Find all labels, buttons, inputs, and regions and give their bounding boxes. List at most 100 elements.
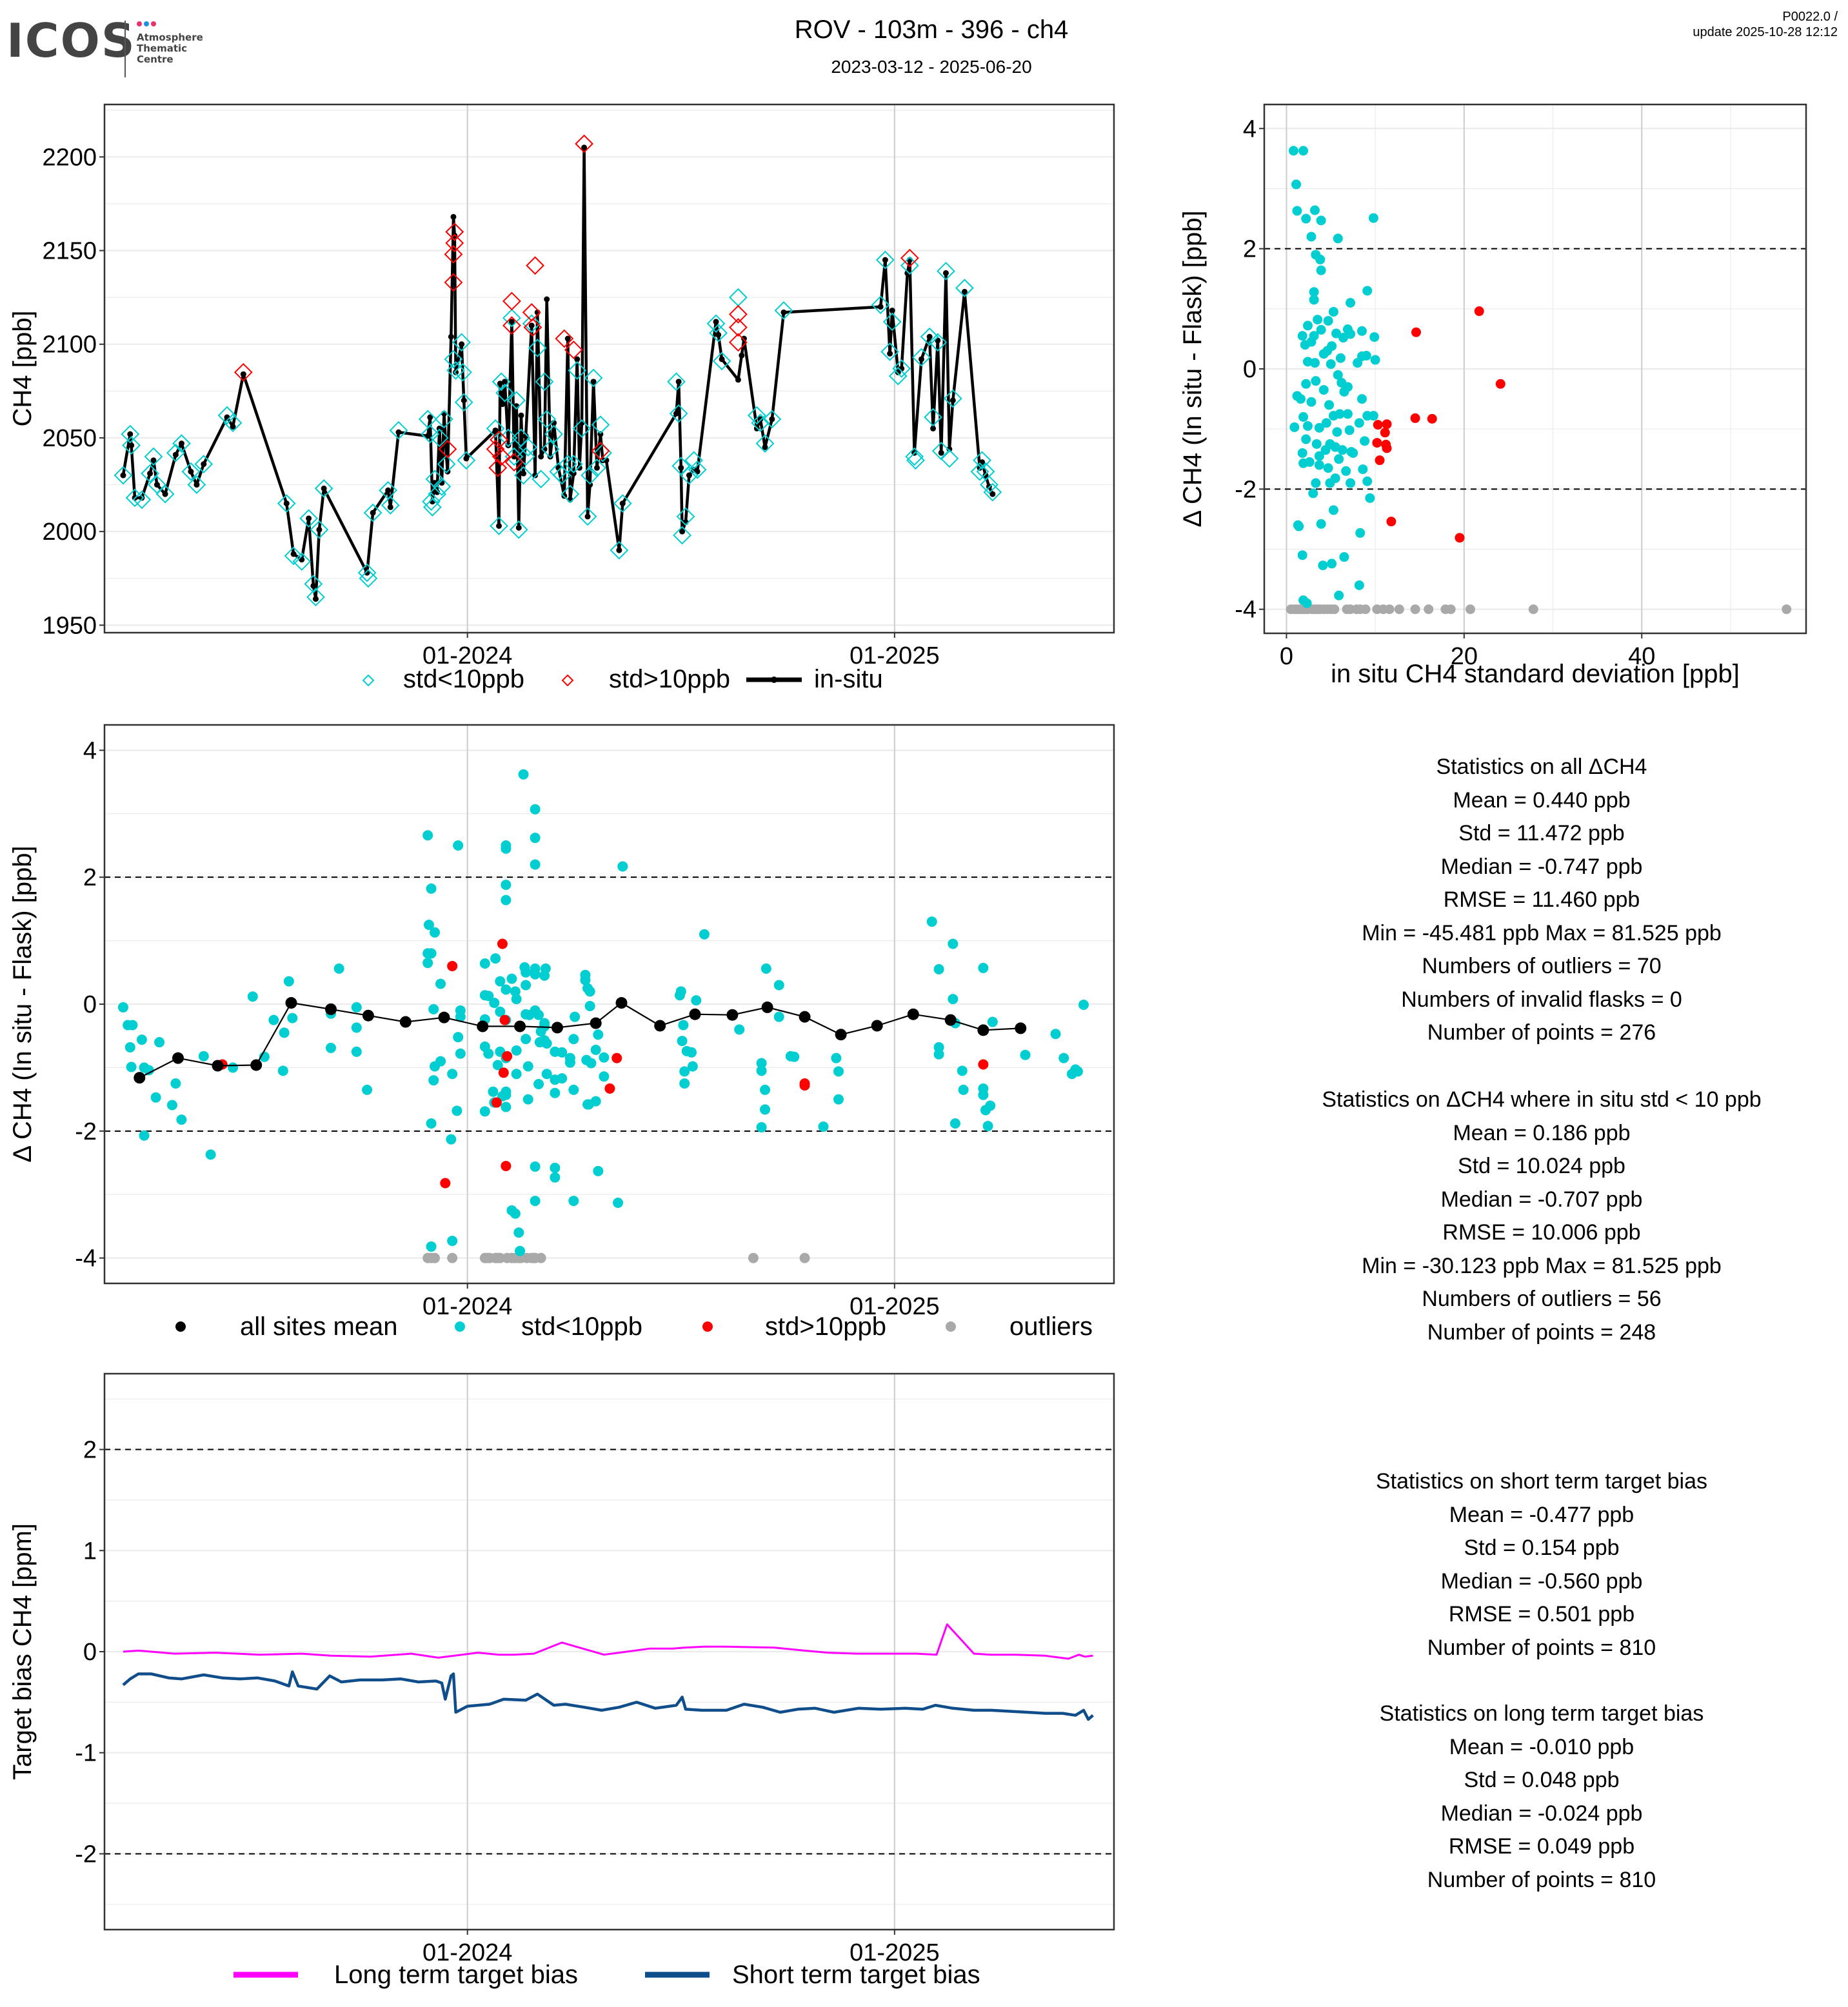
all-sites-mean-point bbox=[212, 1060, 224, 1072]
point-std-lt10 bbox=[1362, 286, 1373, 296]
insitu-point bbox=[769, 416, 775, 422]
stats-title: Statistics on ΔCH4 where in situ std < 1… bbox=[1322, 1087, 1762, 1112]
y-tick-label: 2050 bbox=[42, 425, 97, 452]
plot-area bbox=[104, 725, 1114, 1283]
point-std-lt10 bbox=[773, 980, 784, 991]
point-std-lt10 bbox=[1314, 460, 1324, 470]
point-std-lt10 bbox=[430, 927, 441, 938]
insitu-point bbox=[616, 547, 622, 553]
stats-all-delta: Statistics on all ΔCH4 Mean = 0.440 ppb … bbox=[1362, 751, 1722, 1050]
y-tick-label: -4 bbox=[1235, 597, 1257, 624]
point-std-lt10 bbox=[426, 883, 437, 894]
point-std-gt10 bbox=[1372, 438, 1382, 448]
point-std-lt10 bbox=[773, 1011, 784, 1022]
point-std-gt10 bbox=[1427, 413, 1437, 424]
flask-point-std-lt10 bbox=[306, 588, 325, 607]
insitu-point bbox=[521, 470, 527, 477]
series-group bbox=[117, 769, 1089, 1263]
point-std-gt10 bbox=[1455, 533, 1465, 543]
point-std-lt10 bbox=[734, 1024, 745, 1035]
legend-label: in-situ bbox=[814, 665, 883, 693]
insitu-point bbox=[735, 377, 741, 383]
flask-point-std-lt10 bbox=[114, 466, 133, 485]
flask-point-std-gt10 bbox=[575, 134, 594, 153]
point-std-lt10 bbox=[550, 1162, 561, 1173]
flask-point-std-gt10 bbox=[591, 441, 610, 460]
insitu-point bbox=[532, 472, 539, 479]
insitu-point bbox=[590, 379, 597, 385]
insitu-point bbox=[584, 513, 591, 520]
point-std-gt10 bbox=[611, 1053, 622, 1063]
flask-point-std-lt10 bbox=[762, 410, 782, 429]
point-std-lt10 bbox=[1315, 254, 1326, 264]
insitu-point bbox=[150, 457, 157, 464]
point-std-gt10 bbox=[499, 1014, 510, 1025]
flask-point-std-lt10 bbox=[880, 342, 900, 361]
point-std-lt10 bbox=[1020, 1049, 1031, 1060]
flask-point-std-lt10 bbox=[537, 410, 557, 429]
all-sites-mean-point bbox=[362, 1009, 374, 1022]
logo-dot-2 bbox=[144, 21, 149, 26]
point-std-lt10 bbox=[957, 1065, 968, 1076]
legend-label: Short term target bias bbox=[732, 1961, 980, 1989]
point-std-gt10 bbox=[447, 960, 458, 971]
outlier-point bbox=[1465, 604, 1475, 615]
insitu-point bbox=[283, 500, 290, 507]
point-std-lt10 bbox=[1321, 418, 1331, 428]
insitu-point bbox=[188, 468, 194, 475]
point-std-lt10 bbox=[593, 1165, 604, 1176]
insitu-point bbox=[310, 582, 317, 589]
legend: all sites mean std<10ppb std>10ppb outliers bbox=[175, 1312, 1093, 1341]
outlier-point bbox=[535, 1252, 546, 1263]
point-std-lt10 bbox=[228, 1062, 239, 1073]
point-std-lt10 bbox=[205, 1149, 216, 1160]
y-axis-label: Δ CH4 (In situ - Flask) [ppb] bbox=[1178, 210, 1207, 527]
point-std-lt10 bbox=[447, 1236, 458, 1247]
stats-line: Numbers of invalid flasks = 0 bbox=[1401, 987, 1682, 1012]
flask-point-std-lt10 bbox=[187, 475, 206, 494]
flask-point-std-lt10 bbox=[452, 333, 472, 352]
point-std-lt10 bbox=[453, 1032, 464, 1043]
flask-point-std-lt10 bbox=[514, 466, 533, 485]
point-std-lt10 bbox=[150, 1092, 161, 1103]
point-std-lt10 bbox=[154, 1037, 165, 1048]
point-std-lt10 bbox=[1334, 590, 1344, 600]
point-std-lt10 bbox=[1050, 1029, 1061, 1040]
insitu-point bbox=[515, 524, 522, 531]
point-std-gt10 bbox=[1410, 413, 1420, 423]
point-std-lt10 bbox=[1302, 421, 1313, 431]
insitu-point bbox=[312, 596, 319, 602]
insitu-point bbox=[679, 528, 686, 535]
y-tick-label: -2 bbox=[75, 1118, 97, 1145]
point-std-lt10 bbox=[1344, 425, 1355, 435]
flask-point-std-lt10 bbox=[900, 256, 919, 275]
stats-std-lt10: Statistics on ΔCH4 where in situ std < 1… bbox=[1322, 1083, 1761, 1349]
point-std-lt10 bbox=[501, 879, 512, 890]
y-tick-label: -4 bbox=[75, 1245, 97, 1272]
flask-point-std-lt10 bbox=[943, 389, 962, 408]
point-std-lt10 bbox=[268, 1014, 279, 1025]
insitu-point bbox=[395, 429, 402, 435]
point-std-lt10 bbox=[489, 998, 500, 1009]
point-std-lt10 bbox=[426, 1241, 437, 1252]
point-std-lt10 bbox=[530, 1161, 541, 1172]
flask-point-std-lt10 bbox=[712, 351, 731, 371]
flask-point-std-lt10 bbox=[299, 509, 319, 528]
flask-point-std-lt10 bbox=[277, 494, 296, 513]
legend-label: outliers bbox=[1009, 1312, 1093, 1341]
point-std-lt10 bbox=[593, 1029, 604, 1040]
flask-point-std-lt10 bbox=[667, 372, 686, 391]
point-std-lt10 bbox=[599, 1052, 610, 1063]
legend-key-std-lt10 bbox=[455, 1321, 465, 1332]
all-sites-mean-point bbox=[134, 1072, 146, 1084]
point-std-lt10 bbox=[455, 1011, 466, 1022]
insitu-point bbox=[461, 397, 467, 404]
insitu-point bbox=[128, 442, 135, 449]
flask-point-std-lt10 bbox=[568, 361, 587, 380]
insitu-point bbox=[780, 309, 787, 315]
point-std-lt10 bbox=[1313, 315, 1323, 325]
insitu-point bbox=[434, 489, 441, 495]
point-std-lt10 bbox=[1337, 445, 1347, 455]
point-std-lt10 bbox=[530, 969, 541, 980]
point-std-lt10 bbox=[1346, 447, 1356, 457]
